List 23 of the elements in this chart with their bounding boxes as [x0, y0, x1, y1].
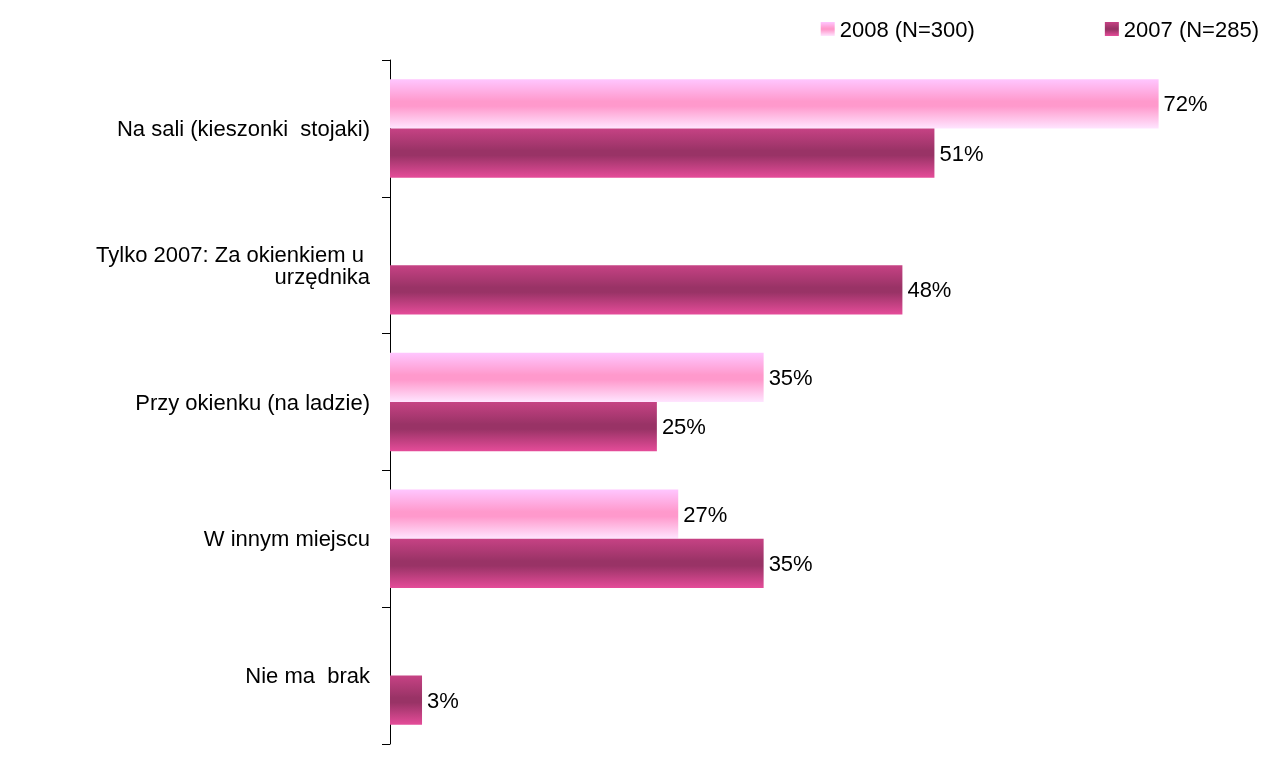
legend-label: 2008 (N=300)	[839, 16, 975, 42]
bar	[390, 128, 935, 178]
y-tick-label: Na sali (kieszonki stojaki)	[116, 115, 370, 141]
y-tick-label: W innym miejscu	[203, 526, 370, 552]
bar	[390, 675, 423, 725]
data-label: 48%	[907, 277, 952, 303]
y-tick-label: Nie ma brak	[245, 663, 371, 689]
data-label: 3%	[427, 687, 459, 713]
bar	[390, 265, 903, 315]
y-tick-label: Przy okienku (na ladzie)	[135, 389, 370, 415]
y-tick-label: Tylko 2007: Za okienkiem u urzędnika	[96, 241, 371, 289]
data-label: 51%	[939, 140, 984, 166]
bar	[390, 352, 764, 402]
data-label: 25%	[661, 414, 706, 440]
bar	[390, 489, 679, 539]
legend-label: 2007 (N=285)	[1123, 16, 1260, 42]
data-label: 27%	[683, 501, 728, 527]
data-label: 35%	[768, 364, 813, 390]
bar	[390, 538, 764, 589]
data-label: 35%	[768, 550, 813, 576]
bar	[390, 79, 1159, 129]
data-label: 72%	[1163, 91, 1208, 117]
bar	[390, 402, 657, 452]
